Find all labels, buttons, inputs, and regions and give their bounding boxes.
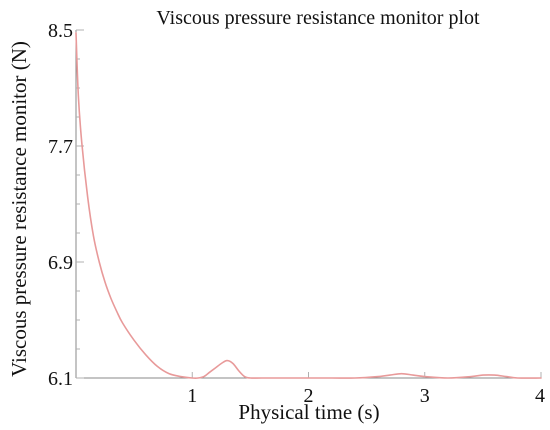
x-tick-label: 3	[420, 385, 430, 407]
y-tick-label: 6.9	[48, 252, 73, 274]
y-ticks: 8.5 7.7 6.9 6.1	[48, 20, 84, 390]
y-tick-label: 7.7	[48, 136, 73, 158]
x-tick-label: 4	[535, 385, 545, 407]
x-ticks: 1 2 3 4	[187, 372, 545, 407]
y-axis-label: Viscous pressure resistance monitor (N)	[7, 41, 31, 377]
series-group	[75, 32, 542, 379]
axes	[75, 29, 541, 379]
series-line	[75, 32, 542, 379]
x-axis-label: Physical time (s)	[238, 400, 379, 424]
y-tick-label: 6.1	[48, 368, 73, 390]
x-tick-label: 2	[304, 385, 314, 407]
x-tick-label: 1	[187, 385, 197, 407]
y-tick-label: 8.5	[48, 20, 73, 42]
chart-title: Viscous pressure resistance monitor plot	[156, 7, 480, 29]
